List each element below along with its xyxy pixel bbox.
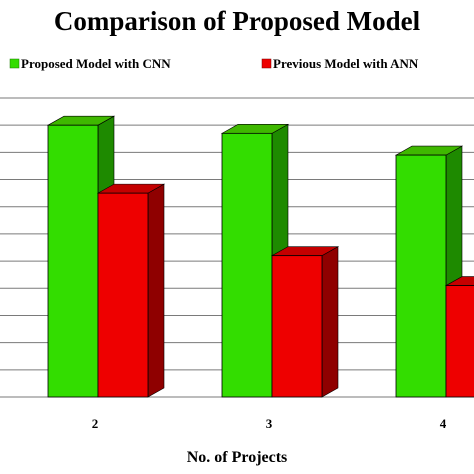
x-tick-label: 2 — [92, 416, 99, 431]
bar — [221, 132, 273, 398]
bar-side — [147, 183, 165, 398]
legend-label-ann: Previous Model with ANN — [273, 56, 419, 71]
legend: Proposed Model with CNN Previous Model w… — [9, 56, 419, 71]
x-tick-label: 3 — [266, 416, 273, 431]
bars — [46, 115, 474, 398]
bar — [395, 154, 447, 398]
legend-swatch-ann — [261, 58, 272, 69]
x-tick-labels: 2 3 4 — [92, 416, 447, 431]
bar — [271, 255, 323, 398]
bar — [97, 192, 149, 398]
chart-title: Comparison of Proposed Model — [54, 6, 421, 36]
x-tick-label: 4 — [440, 416, 447, 431]
legend-swatch-cnn — [9, 58, 20, 69]
legend-label-cnn: Proposed Model with CNN — [21, 56, 171, 71]
bar — [445, 285, 474, 398]
bar-side — [321, 246, 339, 398]
x-axis-title: No. of Projects — [187, 449, 288, 466]
bar-top — [444, 276, 474, 286]
bar — [47, 124, 99, 398]
